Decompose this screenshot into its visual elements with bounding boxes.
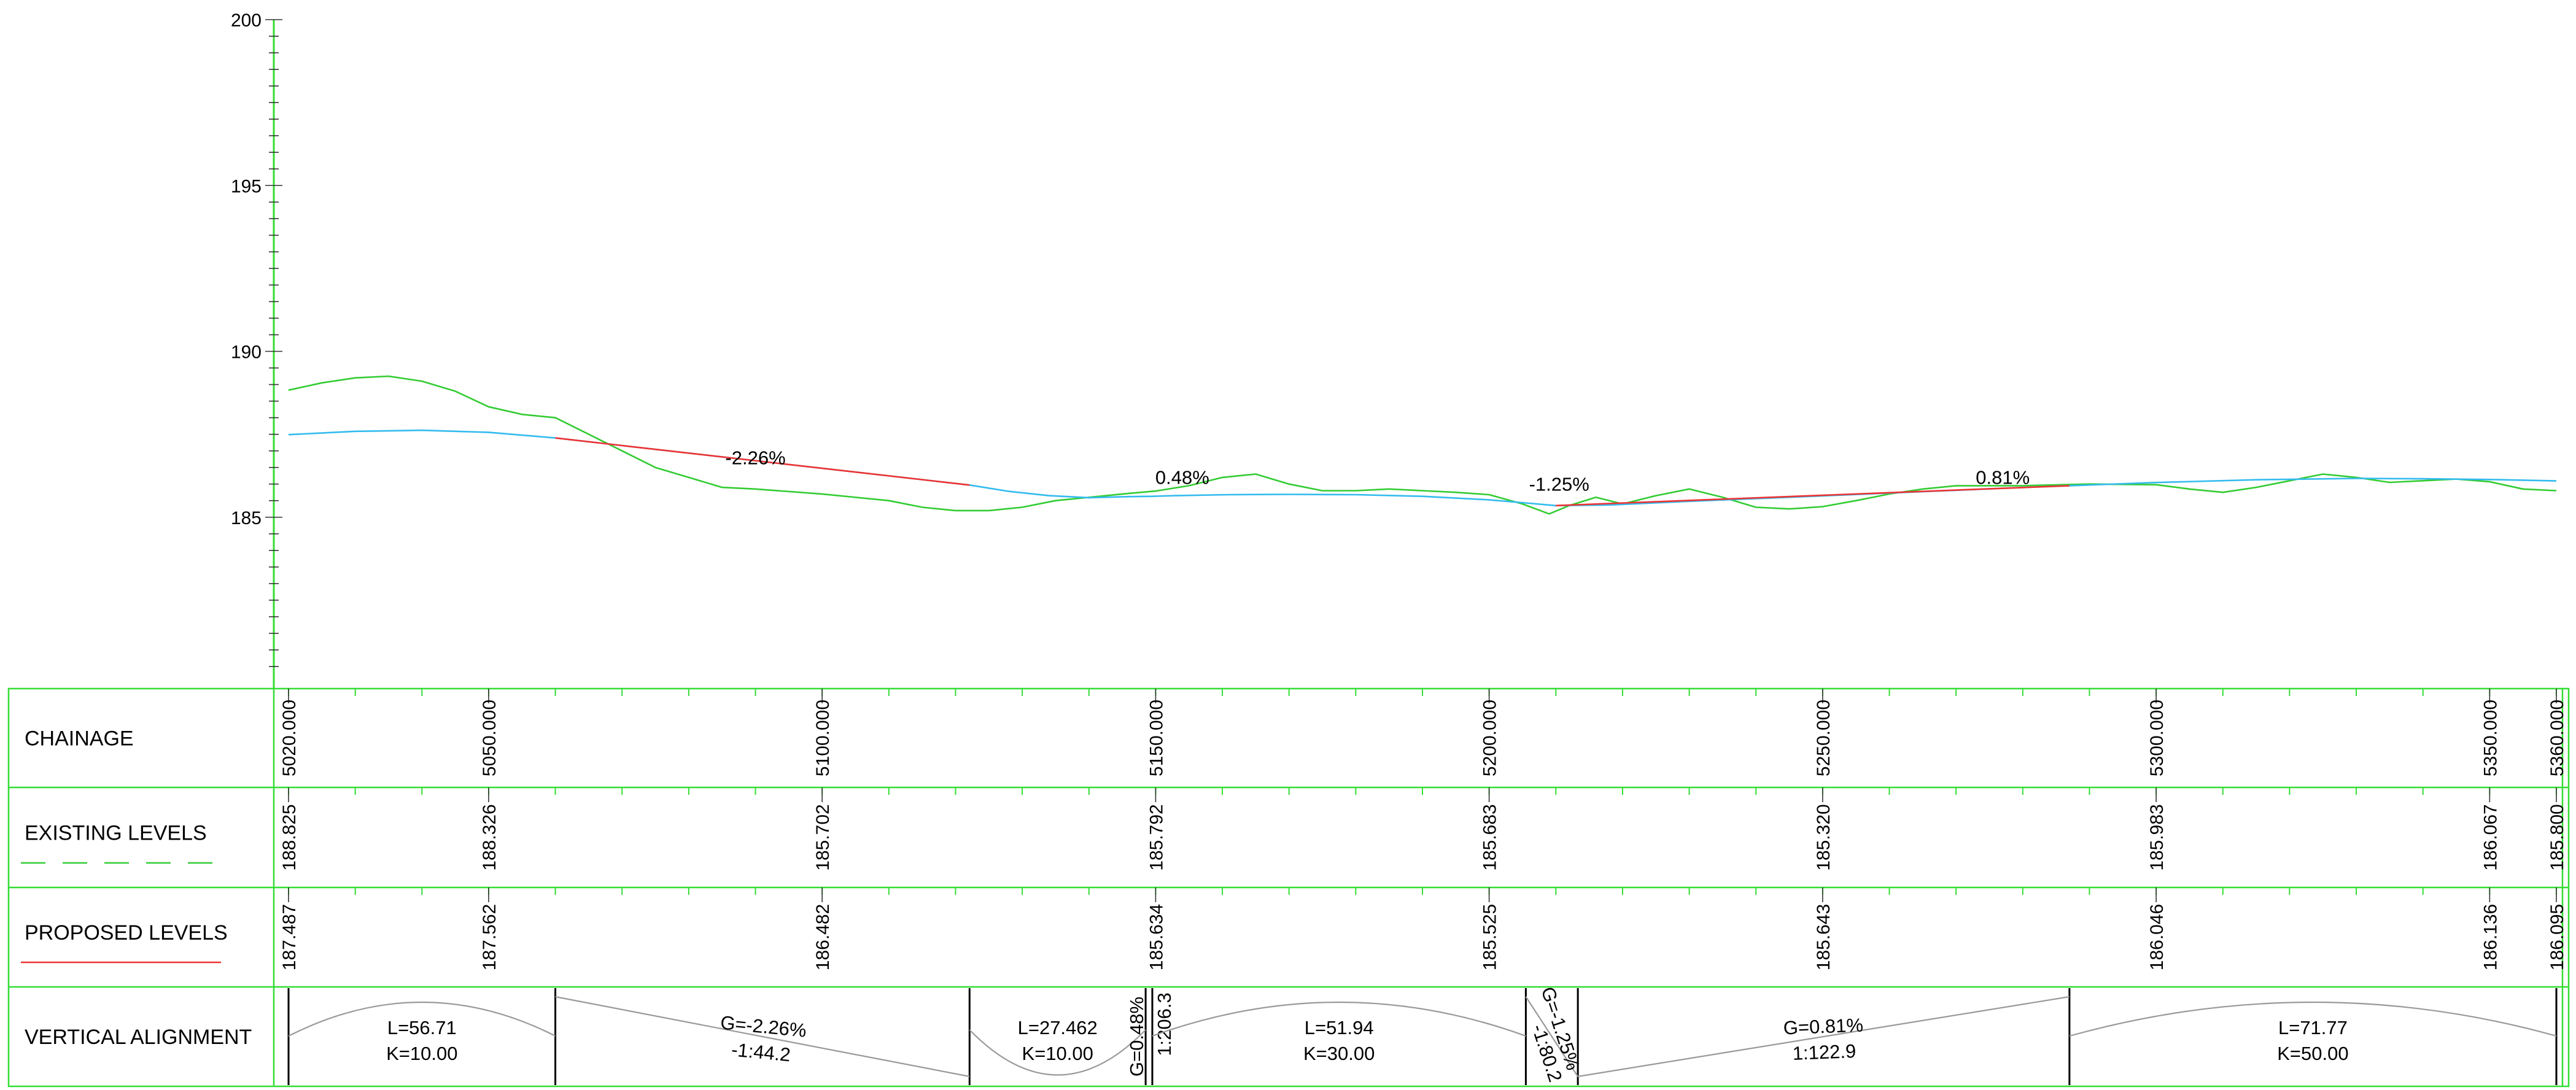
- y-axis: 200 195 190 185: [231, 10, 282, 689]
- band-value: 185.800: [2547, 804, 2567, 870]
- band-value: 186.046: [2147, 904, 2167, 970]
- va-cell-line1: L=27.462: [1018, 1017, 1098, 1038]
- va-curve: [1152, 1001, 1526, 1037]
- band-value: 5200.000: [1480, 700, 1500, 776]
- band-value: 186.482: [813, 904, 833, 970]
- band-value: 5300.000: [2147, 700, 2167, 776]
- grade-label: -2.26%: [725, 447, 785, 468]
- va-cell-line2: K=10.00: [1022, 1043, 1093, 1064]
- band-value: 185.525: [1480, 904, 1500, 970]
- va-cell-line1: L=51.94: [1305, 1017, 1374, 1038]
- band-value: 186.067: [2480, 804, 2500, 870]
- band-value: 185.320: [1814, 804, 1834, 870]
- y-tick-label: 190: [231, 342, 262, 363]
- va-cell-line2: K=10.00: [386, 1043, 457, 1064]
- band-value: 188.326: [479, 804, 500, 870]
- row-label: PROPOSED LEVELS: [25, 921, 228, 945]
- grade-label: -1.25%: [1529, 474, 1589, 495]
- series-proposed-grade-lines: [555, 437, 970, 486]
- band-value: 185.702: [813, 804, 833, 870]
- series-proposed-grade-lines: [1556, 485, 2070, 507]
- va-cell-line1: L=56.71: [387, 1017, 457, 1038]
- band-value: 5250.000: [1814, 700, 1834, 776]
- band-value: 185.643: [1814, 904, 1834, 970]
- series-existing: [288, 375, 2557, 515]
- band-value: 186.136: [2480, 904, 2500, 970]
- band-value: 5100.000: [813, 700, 833, 776]
- va-cell-line2: K=50.00: [2277, 1043, 2348, 1064]
- band-value: 185.792: [1146, 804, 1166, 870]
- grade-label: 0.48%: [1155, 467, 1209, 489]
- va-cell-line2: 1:206.3: [1154, 992, 1175, 1056]
- band-value: 187.487: [279, 904, 300, 970]
- row-label: VERTICAL ALIGNMENT: [25, 1026, 252, 1049]
- y-tick-label: 195: [231, 176, 262, 196]
- va-cell-line1: G=-2.26%: [720, 1011, 807, 1041]
- va-cell-line2: 1:122.9: [1792, 1040, 1856, 1064]
- row-label: CHAINAGE: [25, 727, 134, 751]
- va-curve: [1577, 995, 2070, 1078]
- series-proposed-vertical-curves: [288, 429, 2557, 507]
- band-value: 185.683: [1480, 804, 1500, 870]
- va-cell-line2: K=30.00: [1303, 1043, 1375, 1064]
- va-cell-line1: G=0.48%: [1126, 997, 1147, 1076]
- band-value: 187.562: [479, 904, 500, 970]
- va-curve: [555, 995, 970, 1078]
- va-cell-line2: -1:44.2: [731, 1038, 791, 1065]
- band-value: 186.095: [2547, 904, 2567, 970]
- band-value: 5360.000: [2547, 700, 2567, 776]
- band-value: 185.634: [1146, 904, 1166, 970]
- vertical-alignment-row: L=56.71 K=10.00 G=-2.26%-1:44.2 L=27.462 K=1…: [287, 984, 2558, 1085]
- band-value: 5150.000: [1146, 700, 1166, 776]
- band-value: 5050.000: [479, 700, 500, 776]
- plot-area: -2.26% 0.48% -1.25% 0.81%: [288, 375, 2557, 515]
- va-cell-line1: L=71.77: [2278, 1017, 2348, 1038]
- va-cell-line1: G=0.81%: [1783, 1015, 1863, 1039]
- va-curve: [969, 1029, 1146, 1076]
- band-value: 188.825: [279, 804, 300, 870]
- y-tick-label: 200: [231, 10, 262, 31]
- band-value: 5350.000: [2480, 700, 2500, 776]
- data-bands: CHAINAGE 5020.000 5050.000 5100.000 5150.000…: [21, 689, 2567, 1049]
- grade-label: 0.81%: [1976, 467, 2030, 489]
- va-curve: [1525, 996, 1579, 1077]
- va-curve: [2069, 1001, 2557, 1037]
- y-tick-label: 185: [231, 508, 262, 528]
- band-value: 185.983: [2147, 804, 2167, 870]
- va-curve: [288, 1001, 556, 1037]
- band-value: 5020.000: [279, 700, 300, 776]
- row-label: EXISTING LEVELS: [25, 822, 207, 845]
